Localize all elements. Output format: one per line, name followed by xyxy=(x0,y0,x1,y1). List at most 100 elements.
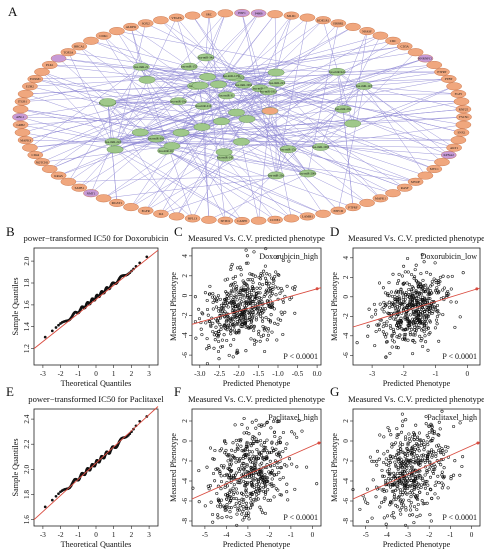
y-tick-label: 0 xyxy=(342,439,350,443)
network-edge xyxy=(130,26,190,67)
scatter-point xyxy=(428,272,432,276)
scatter-point xyxy=(446,486,450,490)
scatter-point xyxy=(229,515,233,519)
y-tick-label: 2 xyxy=(181,419,189,423)
scatter-point xyxy=(430,280,434,284)
scatter-point xyxy=(293,288,297,292)
scatter-point xyxy=(216,294,220,298)
scatter-point xyxy=(218,470,222,474)
scatter-point xyxy=(389,457,393,461)
network-edge xyxy=(112,141,172,147)
scatter-point xyxy=(398,444,402,448)
scatter-point xyxy=(272,279,276,283)
mirna-node xyxy=(238,115,256,123)
network-edge xyxy=(103,35,173,147)
network-edge xyxy=(22,66,190,102)
network-edge xyxy=(287,85,365,150)
gene-node xyxy=(434,158,450,167)
scatter-point xyxy=(401,419,405,423)
scatter-point xyxy=(418,459,423,463)
scatter-point xyxy=(418,469,422,473)
network-edge xyxy=(141,66,227,96)
scatter-point xyxy=(246,278,250,282)
scatter-point xyxy=(246,261,250,265)
gene-node-label: MLD1 xyxy=(287,14,296,18)
scatter-point xyxy=(216,504,220,508)
scatter-point xyxy=(268,290,272,294)
scatter-point xyxy=(405,480,409,484)
scatter-point xyxy=(415,309,419,313)
scatter-point xyxy=(244,489,248,493)
scatter-point xyxy=(439,451,443,455)
scatter-point xyxy=(429,519,433,523)
scatter-point xyxy=(245,445,250,449)
gene-node-label: SOX2 xyxy=(142,22,150,26)
scatter-point xyxy=(426,288,430,292)
scatter-point xyxy=(241,279,245,283)
gene-node xyxy=(71,42,88,51)
scatter-point xyxy=(240,322,244,326)
scatter-point xyxy=(243,447,247,451)
scatter-point xyxy=(393,295,397,299)
mirna-node-label: hsa-miR-19a xyxy=(171,99,187,103)
scatter-point xyxy=(208,320,212,324)
gene-node xyxy=(426,164,443,173)
mirna-node xyxy=(131,128,149,137)
scatter-point xyxy=(207,344,211,348)
gene-node xyxy=(453,97,470,106)
scatter-point xyxy=(235,491,239,495)
scatter-point xyxy=(402,306,406,310)
scatter-point xyxy=(245,254,249,258)
scatter-point xyxy=(367,307,371,311)
scatter-point xyxy=(264,479,268,483)
scatter-point xyxy=(401,337,405,341)
network-edge xyxy=(307,23,339,174)
scatter-point xyxy=(403,437,408,441)
scatter-point xyxy=(245,431,249,435)
scatter-point xyxy=(207,345,211,350)
scatter-point xyxy=(412,276,416,280)
scatter-point xyxy=(412,318,416,322)
scatter-point xyxy=(266,498,270,502)
scatter-point xyxy=(257,299,261,304)
gene-node-label: ALDH1 xyxy=(126,25,137,29)
scatter-point xyxy=(222,466,226,470)
scatter-point xyxy=(408,331,412,335)
scatter-point xyxy=(378,433,382,437)
panel-letter-f: F xyxy=(174,384,181,399)
network-edge xyxy=(205,57,289,150)
scatter-point xyxy=(411,317,415,321)
scatter-point xyxy=(228,329,233,333)
scatter-point xyxy=(393,488,398,493)
gene-node xyxy=(184,214,201,223)
scatter-point xyxy=(436,308,440,313)
scatter-point xyxy=(380,468,384,472)
scatter-point xyxy=(386,293,390,297)
scatter-point xyxy=(273,321,277,325)
scatter-point xyxy=(263,264,267,268)
gene-node xyxy=(34,158,50,167)
scatter-point xyxy=(425,492,429,496)
scatter-point xyxy=(400,424,405,428)
scatter-point xyxy=(384,304,388,308)
mirna-node xyxy=(210,80,227,89)
network-edge xyxy=(68,66,142,182)
scatter-point xyxy=(213,479,217,483)
scatter-point xyxy=(248,449,252,454)
scatter-point xyxy=(400,292,404,296)
scatter-point xyxy=(416,483,420,487)
scatter-point xyxy=(382,460,386,465)
scatter-point xyxy=(431,471,436,476)
scatter-point xyxy=(411,304,415,308)
gene-node xyxy=(217,216,234,225)
gene-node-label: KDELR1 xyxy=(317,18,330,22)
y-tick-label: 1.6 xyxy=(23,515,31,524)
scatter-point xyxy=(388,471,392,475)
scatter-point xyxy=(398,304,402,308)
mirna-node xyxy=(334,105,352,113)
scatter-point xyxy=(392,516,396,520)
scatter-point xyxy=(220,447,224,451)
scatter-point xyxy=(250,300,254,304)
network-edge xyxy=(22,132,116,150)
scatter-point xyxy=(415,441,419,446)
